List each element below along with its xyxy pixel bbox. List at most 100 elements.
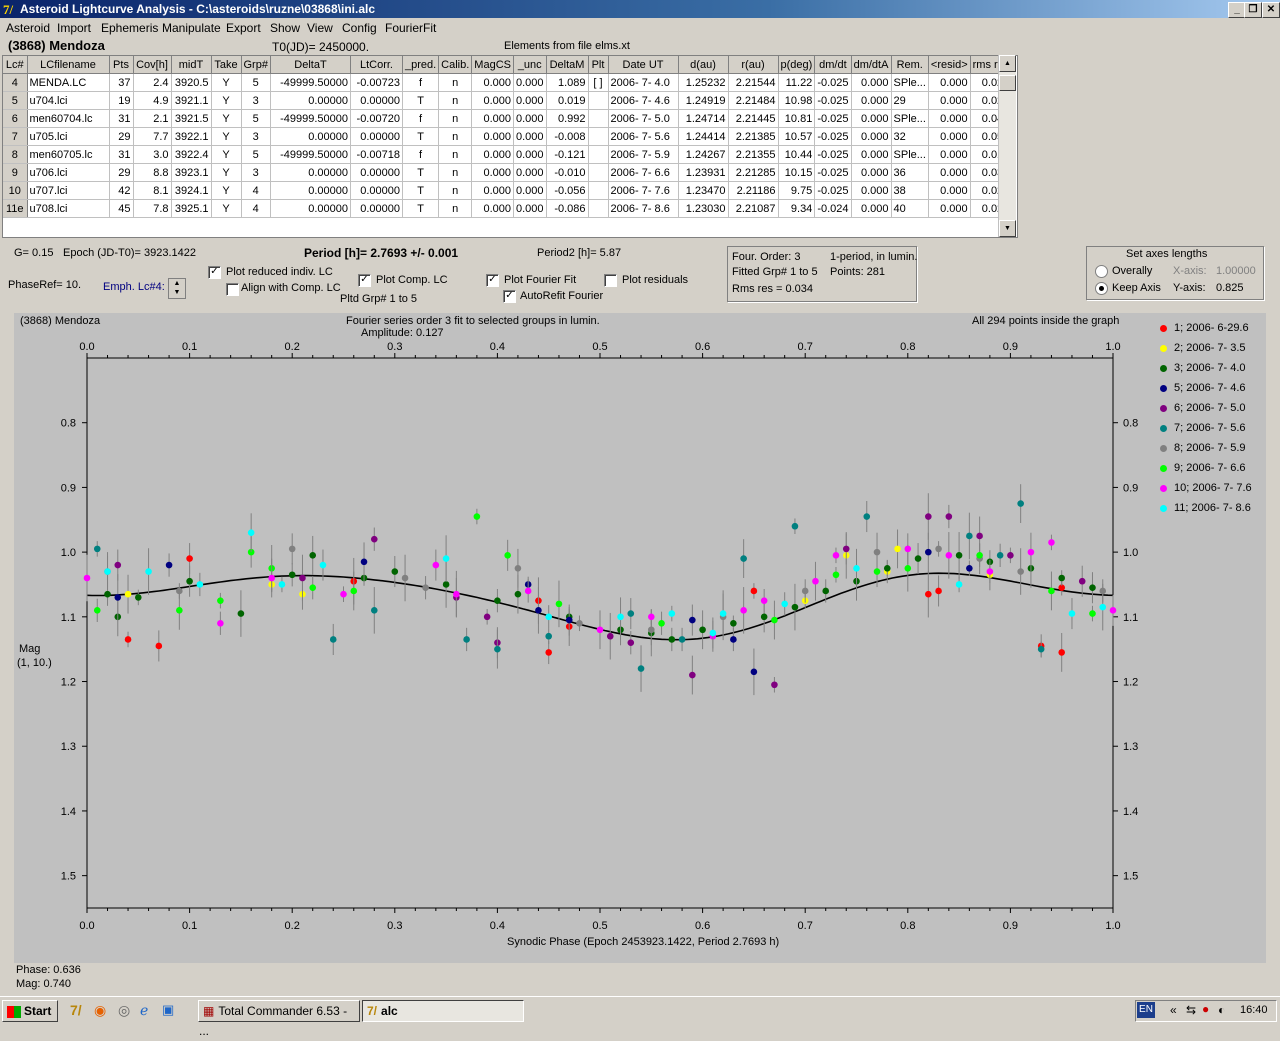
minimize-button[interactable]: _ <box>1228 2 1246 18</box>
table-cell[interactable]: 2.21445 <box>728 109 779 128</box>
table-cell[interactable]: 10.57 <box>778 127 816 146</box>
table-cell[interactable]: 5 <box>241 73 271 92</box>
app-quicklaunch-icon[interactable]: ◎ <box>118 1002 131 1018</box>
table-cell[interactable]: 29 <box>891 91 929 110</box>
table-cell[interactable]: 0.000 <box>513 181 547 200</box>
table-cell[interactable]: 10.44 <box>778 145 816 164</box>
table-cell[interactable]: 3924.1 <box>171 181 212 200</box>
table-cell[interactable]: -0.086 <box>546 199 589 218</box>
column-header[interactable]: DeltaM <box>546 56 589 74</box>
table-cell[interactable]: 0.000 <box>471 91 514 110</box>
column-header[interactable]: Pts <box>109 56 134 74</box>
table-cell[interactable]: 2006- 7- 5.0 <box>608 109 679 128</box>
table-cell[interactable] <box>588 145 609 164</box>
yaxis-value[interactable]: 0.825 <box>1216 282 1244 294</box>
column-header[interactable]: LtCorr. <box>350 56 403 74</box>
table-cell[interactable]: -49999.50000 <box>270 73 351 92</box>
plot-residuals-checkbox[interactable] <box>604 274 617 287</box>
table-cell[interactable]: 0.000 <box>851 91 892 110</box>
table-cell[interactable]: u704.lci <box>27 91 110 110</box>
table-cell[interactable]: n <box>438 163 473 182</box>
table-cell[interactable]: 0.000 <box>851 163 892 182</box>
table-cell[interactable]: 1.24919 <box>678 91 729 110</box>
table-cell[interactable]: 2.21087 <box>728 199 779 218</box>
table-cell[interactable]: 6 <box>3 109 28 128</box>
language-indicator[interactable]: EN <box>1137 1002 1155 1018</box>
column-header[interactable]: r(au) <box>728 56 779 74</box>
table-cell[interactable]: 8.8 <box>133 163 172 182</box>
ie-icon[interactable]: ℯ <box>140 1002 149 1018</box>
table-cell[interactable]: 0.000 <box>851 181 892 200</box>
column-header[interactable]: DeltaT <box>270 56 351 74</box>
table-cell[interactable]: Y <box>211 145 242 164</box>
table-cell[interactable]: 0.00000 <box>350 127 403 146</box>
table-cell[interactable]: 0.000 <box>851 73 892 92</box>
column-header[interactable]: dm/dt <box>814 56 852 74</box>
table-cell[interactable]: u708.lci <box>27 199 110 218</box>
table-cell[interactable]: 2006- 7- 5.6 <box>608 127 679 146</box>
table-cell[interactable]: n <box>438 181 473 200</box>
table-cell[interactable]: 40 <box>891 199 929 218</box>
table-cell[interactable]: 0.000 <box>928 181 971 200</box>
table-cell[interactable]: n <box>438 73 473 92</box>
table-cell[interactable]: 4 <box>241 199 271 218</box>
table-cell[interactable]: 0.000 <box>928 163 971 182</box>
column-header[interactable]: p(deg) <box>778 56 816 74</box>
column-header[interactable]: LCfilename <box>27 56 110 74</box>
table-row[interactable]: 8 men60705.lc 31 3.0 3922.4 Y 5 -49999.50000 -0.… <box>3 145 1013 164</box>
scroll-down-icon[interactable]: ▼ <box>999 220 1016 237</box>
table-cell[interactable]: -0.025 <box>814 181 852 200</box>
table-cell[interactable]: 3921.5 <box>171 109 212 128</box>
table-cell[interactable]: -0.008 <box>546 127 589 146</box>
table-cell[interactable]: 2006- 7- 8.6 <box>608 199 679 218</box>
table-cell[interactable]: 3922.4 <box>171 145 212 164</box>
table-cell[interactable]: 1.24267 <box>678 145 729 164</box>
tray-antivirus-icon[interactable]: ● <box>1202 1002 1210 1016</box>
table-cell[interactable]: 37 <box>109 73 134 92</box>
task-total-commander[interactable]: ▦ Total Commander 6.53 - ... <box>198 1000 360 1038</box>
desktop-icon[interactable]: ▣ <box>162 1002 175 1017</box>
table-cell[interactable]: 7.8 <box>133 199 172 218</box>
column-header[interactable]: Date UT <box>608 56 679 74</box>
table-cell[interactable]: 0.992 <box>546 109 589 128</box>
column-header[interactable]: _pred. <box>402 56 440 74</box>
table-cell[interactable]: -0.010 <box>546 163 589 182</box>
table-cell[interactable]: 2006- 7- 5.9 <box>608 145 679 164</box>
table-cell[interactable]: T <box>402 199 440 218</box>
table-cell[interactable]: T <box>402 181 440 200</box>
table-cell[interactable]: Y <box>211 91 242 110</box>
table-cell[interactable]: n <box>438 127 473 146</box>
column-header[interactable]: dm/dtA <box>851 56 892 74</box>
table-cell[interactable] <box>588 163 609 182</box>
table-cell[interactable]: -0.121 <box>546 145 589 164</box>
table-cell[interactable]: 2006- 7- 4.0 <box>608 73 679 92</box>
table-cell[interactable]: f <box>402 145 440 164</box>
column-header[interactable]: Rem. <box>891 56 929 74</box>
tray-expand-icon[interactable]: « <box>1170 1003 1177 1017</box>
table-cell[interactable]: 1.23030 <box>678 199 729 218</box>
table-cell[interactable]: 9.75 <box>778 181 816 200</box>
menu-config[interactable]: Config <box>342 21 377 35</box>
table-cell[interactable]: SPle... <box>891 109 929 128</box>
table-cell[interactable]: 7.7 <box>133 127 172 146</box>
menu-show[interactable]: Show <box>270 21 301 35</box>
table-cell[interactable]: 0.000 <box>928 127 971 146</box>
table-cell[interactable]: 31 <box>109 109 134 128</box>
table-cell[interactable]: 0.000 <box>513 73 547 92</box>
table-cell[interactable]: 0.000 <box>928 73 971 92</box>
table-cell[interactable]: 29 <box>109 127 134 146</box>
table-row[interactable]: 4 MENDA.LC 37 2.4 3920.5 Y 5 -49999.50000 -0.007… <box>3 73 1013 92</box>
table-cell[interactable]: 0.000 <box>851 199 892 218</box>
table-cell[interactable]: 0.000 <box>513 127 547 146</box>
table-cell[interactable]: u707.lci <box>27 181 110 200</box>
clock[interactable]: 16:40 <box>1240 1004 1268 1016</box>
table-cell[interactable]: 9 <box>3 163 28 182</box>
table-cell[interactable]: 0.00000 <box>270 91 351 110</box>
table-cell[interactable]: 7 <box>3 127 28 146</box>
column-header[interactable]: <resid> <box>928 56 971 74</box>
table-cell[interactable]: 0.000 <box>513 91 547 110</box>
table-cell[interactable]: 3922.1 <box>171 127 212 146</box>
table-cell[interactable]: 31 <box>109 145 134 164</box>
table-cell[interactable]: Y <box>211 181 242 200</box>
